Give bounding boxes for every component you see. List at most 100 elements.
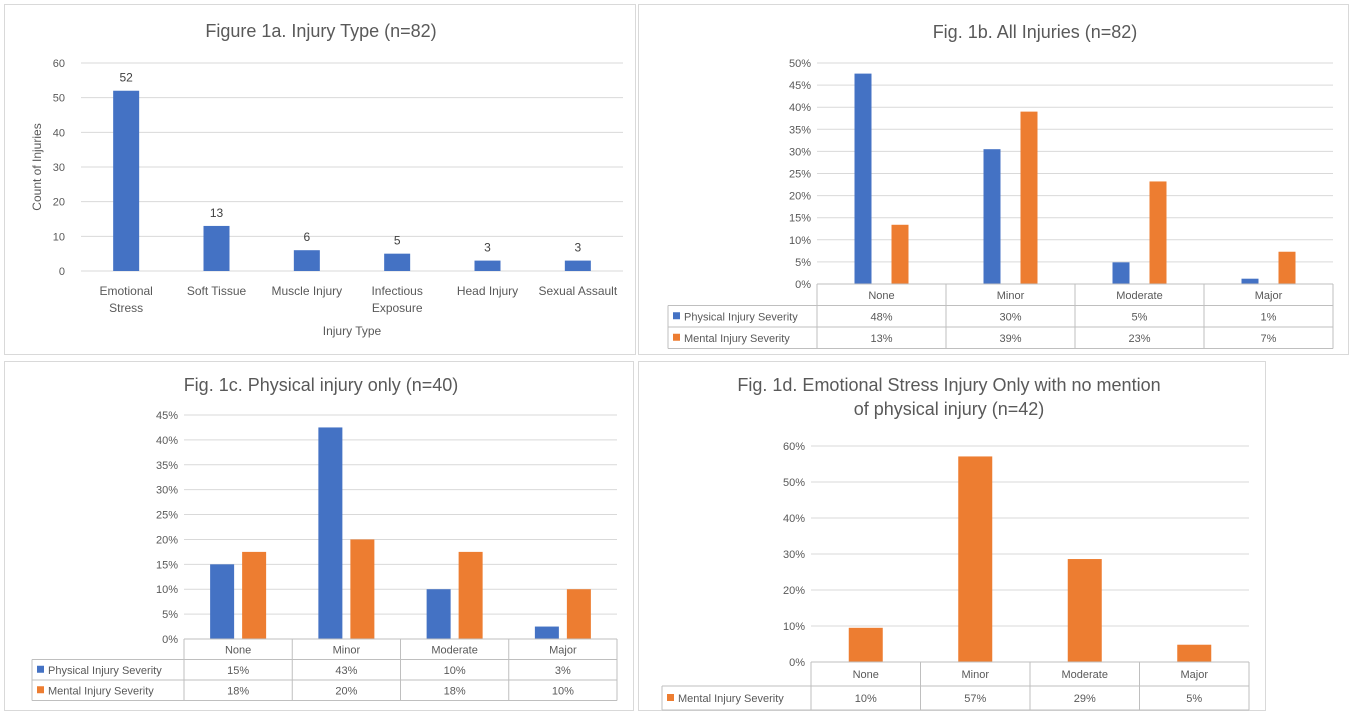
category-label: Minor bbox=[997, 290, 1025, 302]
x-tick-label: Sexual Assault bbox=[538, 284, 617, 298]
legend-label: Physical Injury Severity bbox=[684, 311, 798, 323]
category-label: Minor bbox=[961, 669, 989, 681]
chart-panel-fig1c: Fig. 1c. Physical injury only (n=40) 0% 5%… bbox=[4, 361, 634, 711]
bar bbox=[891, 224, 909, 284]
y-tick-label: 0% bbox=[789, 657, 805, 669]
data-label: 3 bbox=[484, 241, 491, 255]
category-label: Major bbox=[1255, 290, 1283, 302]
table-value: 39% bbox=[999, 333, 1021, 345]
bar bbox=[1067, 559, 1102, 662]
table-value: 3% bbox=[555, 665, 571, 677]
y-tick-label: 10% bbox=[783, 621, 805, 633]
bar bbox=[293, 250, 320, 271]
data-label: 6 bbox=[303, 230, 310, 244]
x-tick-label: Soft Tissue bbox=[187, 284, 247, 298]
y-tick-label: 20% bbox=[783, 585, 805, 597]
chart-panel-fig1b: Fig. 1b. All Injuries (n=82) 0% 5% 10% 15% 20… bbox=[638, 4, 1349, 355]
x-tick-label: Stress bbox=[109, 301, 143, 315]
table-value: 57% bbox=[964, 693, 986, 705]
x-tick-label: Muscle Injury bbox=[271, 284, 342, 298]
x-tick-label: Infectious bbox=[371, 284, 422, 298]
emotional-stress-chart: Fig. 1d. Emotional Stress Injury Only wi… bbox=[661, 375, 1250, 711]
category-label: None bbox=[853, 669, 879, 681]
table-value: 5% bbox=[1186, 693, 1202, 705]
y-tick-label: 25% bbox=[789, 169, 811, 181]
table-value: 23% bbox=[1128, 333, 1150, 345]
y-tick-label: 15% bbox=[789, 213, 811, 225]
bar bbox=[318, 427, 343, 639]
category-label: Minor bbox=[333, 644, 361, 656]
category-label: None bbox=[225, 644, 251, 656]
bar bbox=[113, 90, 140, 271]
legend-swatch bbox=[667, 694, 674, 701]
bar bbox=[1112, 262, 1130, 284]
legend-swatch bbox=[673, 312, 680, 320]
bar bbox=[564, 260, 591, 271]
bar bbox=[203, 225, 230, 271]
x-tick-label: Emotional bbox=[99, 284, 152, 298]
bar bbox=[854, 73, 872, 284]
bar bbox=[1149, 181, 1167, 284]
chart-title: Fig. 1c. Physical injury only (n=40) bbox=[184, 375, 459, 395]
table-value: 20% bbox=[335, 685, 357, 697]
table-value: 10% bbox=[855, 693, 877, 705]
bar bbox=[384, 253, 411, 271]
bar bbox=[210, 564, 235, 639]
chart-title: Fig. 1b. All Injuries (n=82) bbox=[933, 22, 1138, 42]
y-tick-label: 20% bbox=[789, 191, 811, 203]
legend-swatch bbox=[37, 686, 44, 694]
y-tick-label: 45% bbox=[789, 80, 811, 92]
table-value: 10% bbox=[552, 685, 574, 697]
y-tick-label: 40% bbox=[783, 513, 805, 525]
bar bbox=[566, 589, 591, 639]
category-label: Moderate bbox=[1116, 290, 1162, 302]
bar bbox=[458, 551, 483, 639]
table-value: 43% bbox=[335, 665, 357, 677]
chart-title: Fig. 1d. Emotional Stress Injury Only wi… bbox=[737, 375, 1160, 395]
category-label: Major bbox=[549, 644, 577, 656]
table-value: 10% bbox=[444, 665, 466, 677]
y-tick-label: 10 bbox=[53, 231, 65, 243]
y-tick-label: 10% bbox=[789, 235, 811, 247]
bar bbox=[1278, 251, 1296, 284]
chart-panel-fig1a: Figure 1a. Injury Type (n=82) 0 10 20 30 40 50… bbox=[4, 4, 636, 355]
category-label: Major bbox=[1180, 669, 1208, 681]
y-tick-label: 25% bbox=[156, 510, 178, 522]
chart-title: of physical injury (n=42) bbox=[854, 399, 1045, 419]
table-value: 13% bbox=[870, 333, 892, 345]
bar bbox=[1020, 111, 1038, 285]
category-label: None bbox=[868, 290, 894, 302]
y-tick-label: 15% bbox=[156, 559, 178, 571]
bar bbox=[1177, 644, 1212, 662]
bar bbox=[848, 627, 883, 662]
x-axis-title: Injury Type bbox=[323, 324, 382, 338]
bar bbox=[350, 539, 375, 639]
bar bbox=[242, 551, 267, 639]
y-tick-label: 40 bbox=[53, 127, 65, 139]
y-tick-label: 40% bbox=[156, 435, 178, 447]
y-axis-title: Count of Injuries bbox=[30, 123, 44, 210]
table-value: 29% bbox=[1074, 693, 1096, 705]
data-label: 52 bbox=[119, 71, 133, 85]
table-value: 48% bbox=[870, 311, 892, 323]
legend-swatch bbox=[673, 333, 680, 341]
y-tick-label: 50% bbox=[783, 477, 805, 489]
legend-swatch bbox=[37, 665, 44, 673]
category-label: Moderate bbox=[431, 644, 477, 656]
y-tick-label: 30 bbox=[53, 162, 65, 174]
table-value: 5% bbox=[1132, 311, 1148, 323]
y-tick-label: 45% bbox=[156, 410, 178, 422]
x-tick-label: Exposure bbox=[372, 301, 423, 315]
y-tick-label: 30% bbox=[783, 549, 805, 561]
y-tick-label: 35% bbox=[789, 124, 811, 136]
table-value: 15% bbox=[227, 665, 249, 677]
y-tick-label: 10% bbox=[156, 584, 178, 596]
bar bbox=[958, 456, 993, 662]
y-tick-label: 35% bbox=[156, 460, 178, 472]
data-label: 5 bbox=[394, 234, 401, 248]
y-tick-label: 5% bbox=[795, 257, 811, 269]
y-tick-label: 0% bbox=[795, 279, 811, 291]
all-injuries-chart: Fig. 1b. All Injuries (n=82) 0% 5% 10% 15% 20… bbox=[667, 22, 1334, 349]
category-label: Moderate bbox=[1062, 669, 1108, 681]
injury-type-chart: Figure 1a. Injury Type (n=82) 0 10 20 30 40 50… bbox=[30, 21, 623, 338]
